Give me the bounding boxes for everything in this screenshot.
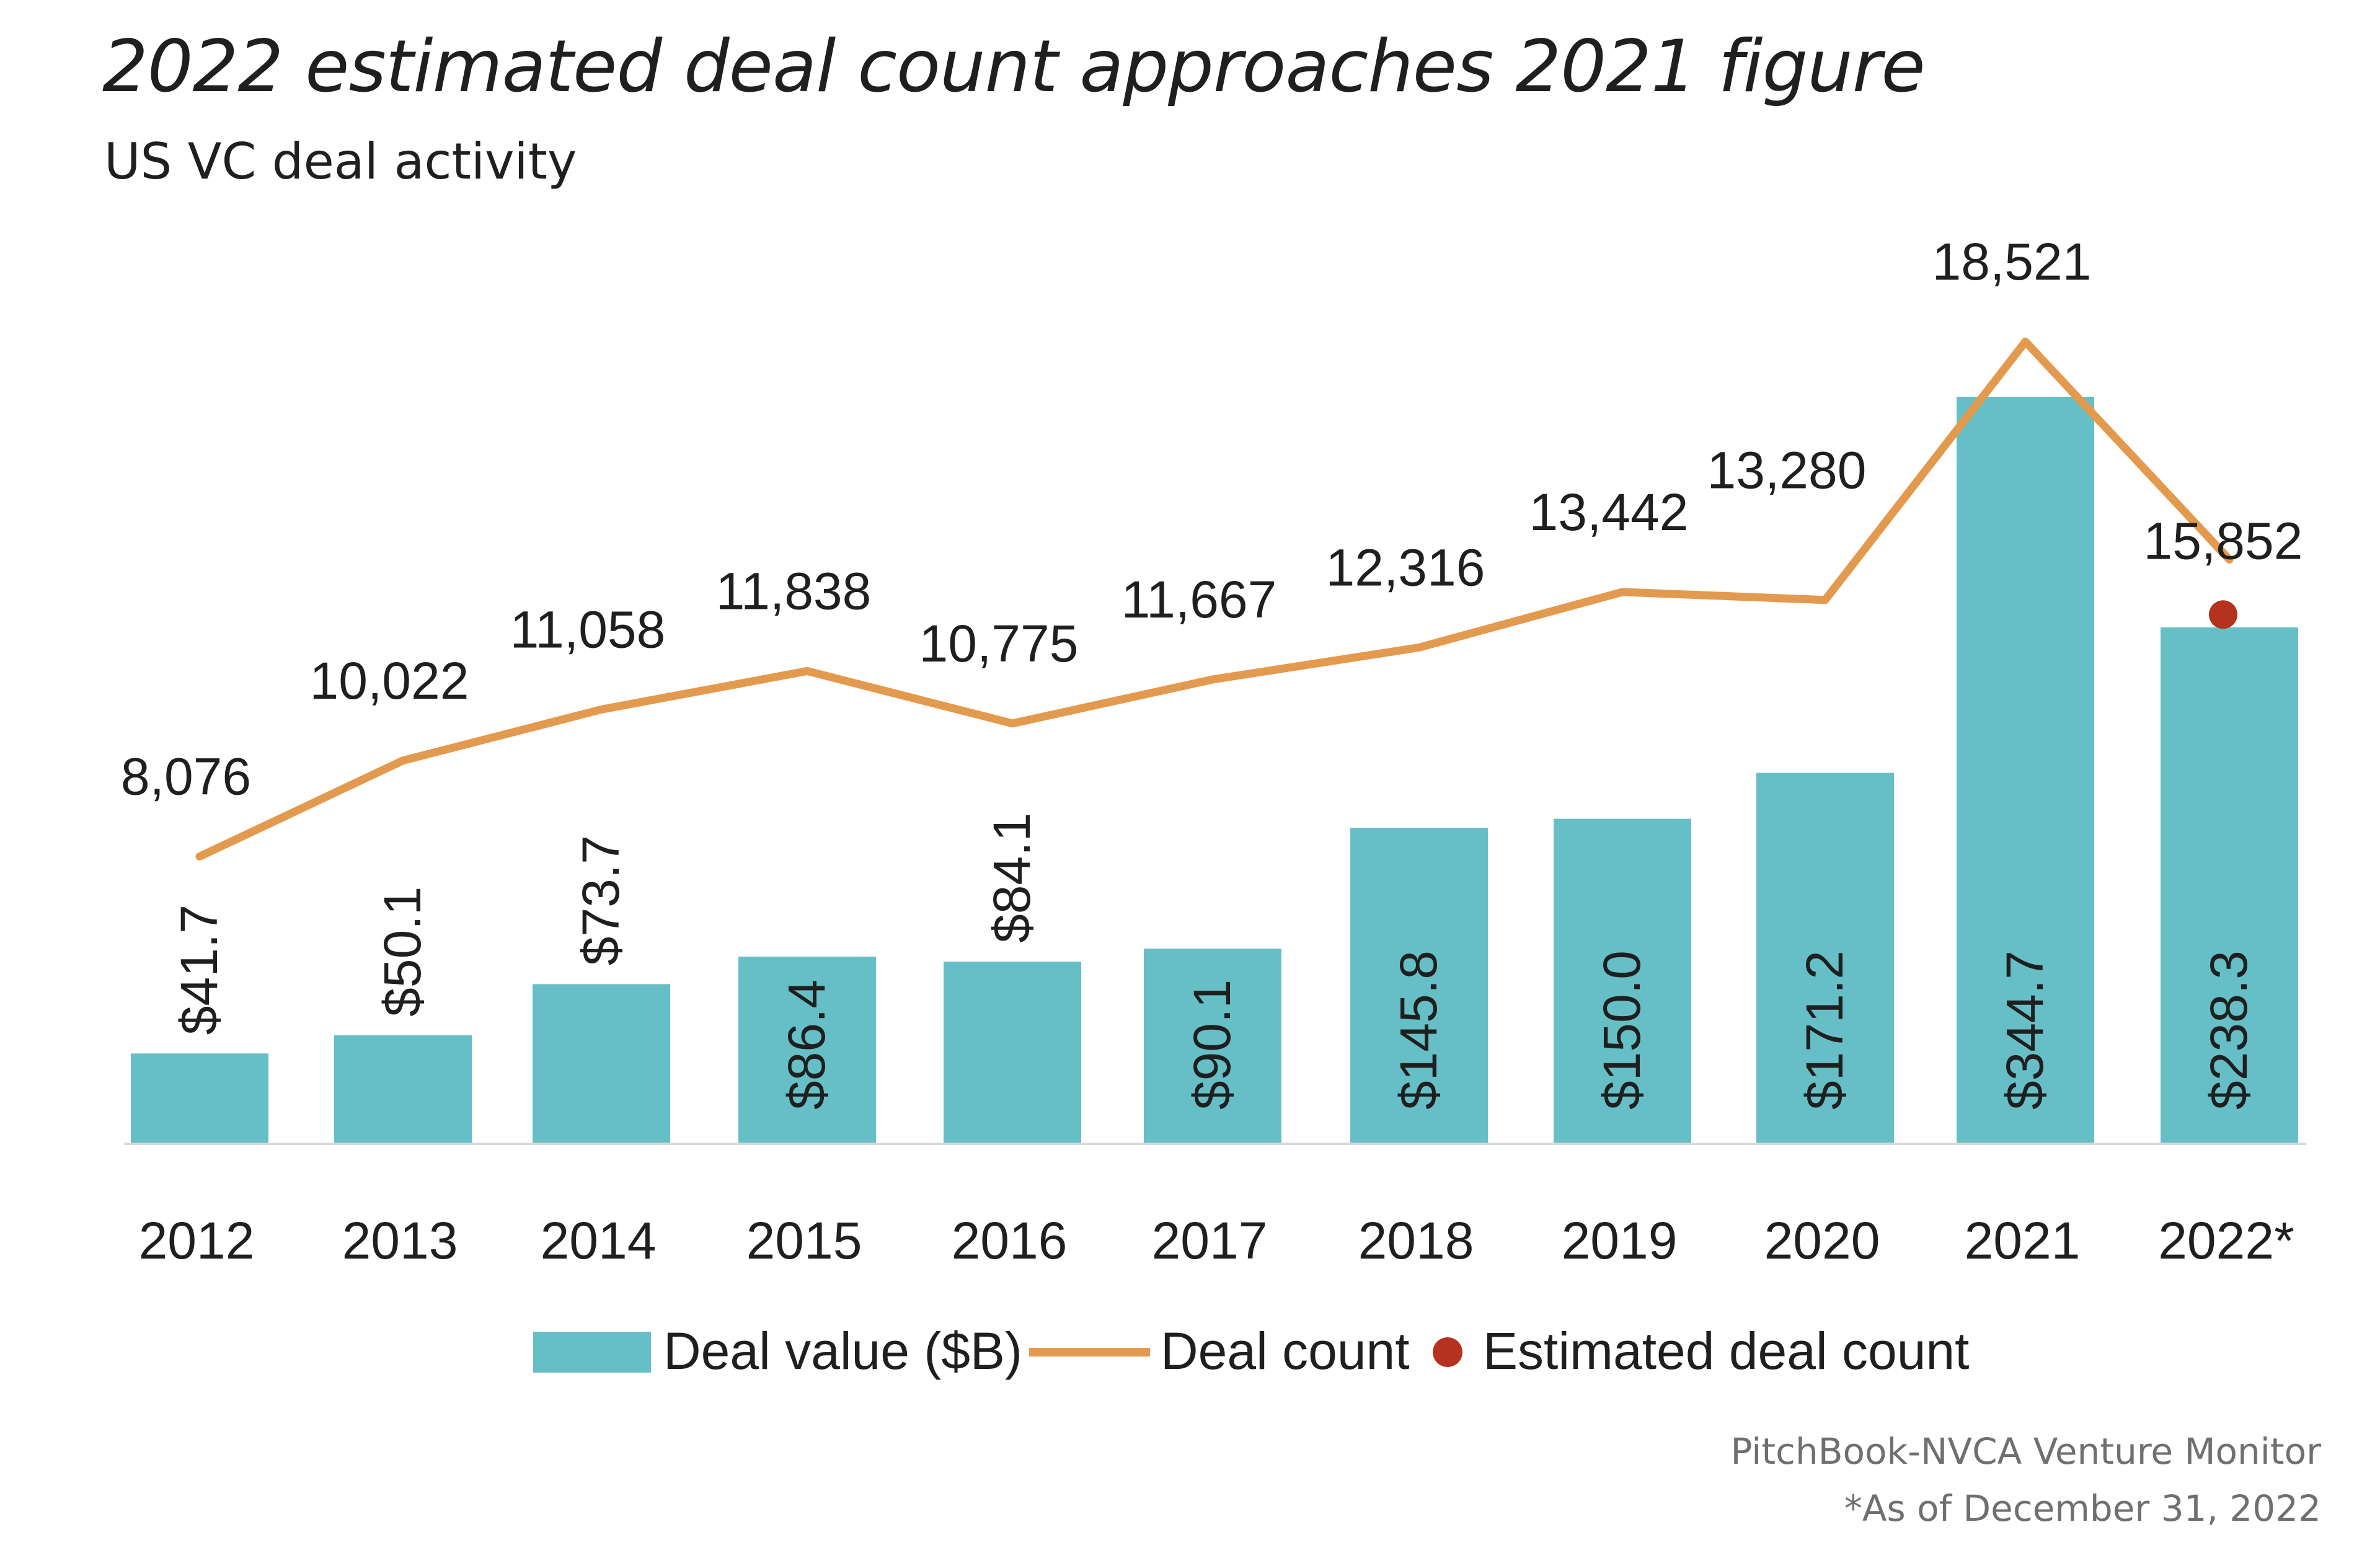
estimated-deal-count-marker bbox=[2209, 600, 2237, 629]
bar-2012 bbox=[131, 1053, 268, 1144]
deal-count-label-2020: 13,280 bbox=[1707, 441, 1867, 500]
legend-swatch-estimated-deal-count bbox=[1433, 1337, 1462, 1367]
legend: Deal value ($B) Deal count Estimated dea… bbox=[533, 1322, 1969, 1380]
footnote-text: *As of December 31, 2022 bbox=[1844, 1487, 2321, 1529]
legend-swatch-deal-value bbox=[533, 1332, 651, 1373]
bar-value-label-2020: $171.2 bbox=[1795, 950, 1854, 1110]
chart-title: 2022 estimated deal count approaches 202… bbox=[102, 25, 1926, 108]
x-tick-label-2012: 2012 bbox=[139, 1211, 255, 1270]
bar-value-label-2014: $73.7 bbox=[572, 835, 630, 965]
x-tick-label-2015: 2015 bbox=[746, 1211, 862, 1270]
source-text: PitchBook-NVCA Venture Monitor bbox=[1730, 1430, 2321, 1472]
bar-value-label-2012: $41.7 bbox=[170, 905, 228, 1035]
deal-count-polyline bbox=[195, 337, 2234, 861]
bar-value-label-2017: $90.1 bbox=[1183, 980, 1241, 1110]
legend-label-estimated-deal-count: Estimated deal count bbox=[1483, 1322, 1969, 1380]
bar-2015 bbox=[738, 956, 876, 1144]
x-tick-label-2014: 2014 bbox=[541, 1211, 657, 1270]
deal-value-bars: $41.7 $50.1 $73.7 $86.4 $84.1 $90.1 $145.8 $150… bbox=[131, 397, 2298, 1144]
bar-2020 bbox=[1756, 772, 1894, 1144]
x-tick-label-2018: 2018 bbox=[1358, 1211, 1474, 1270]
deal-count-label-2017: 11,667 bbox=[1121, 570, 1277, 629]
deal-count-label-2019: 13,442 bbox=[1529, 483, 1689, 541]
deal-count-label-2021: 18,521 bbox=[1932, 232, 2092, 291]
x-tick-label-2019: 2019 bbox=[1562, 1211, 1678, 1270]
chart-subtitle: US VC deal activity bbox=[104, 133, 577, 190]
deal-count-label-2015: 11,838 bbox=[716, 562, 872, 620]
bar-2021 bbox=[1957, 397, 2094, 1144]
estimated-deal-count-label: 15,852 bbox=[2144, 511, 2303, 570]
x-tick-label-2017: 2017 bbox=[1152, 1211, 1268, 1270]
bar-value-label-2016: $84.1 bbox=[983, 813, 1041, 943]
bar-value-label-2022: $238.3 bbox=[2200, 950, 2258, 1110]
bar-value-label-2019: $150.0 bbox=[1593, 950, 1651, 1110]
bar-value-label-2013: $50.1 bbox=[373, 887, 431, 1017]
bar-2022 bbox=[2161, 627, 2298, 1144]
bar-2013 bbox=[334, 1035, 472, 1144]
legend-label-deal-count: Deal count bbox=[1161, 1322, 1410, 1380]
source-note: PitchBook-NVCA Venture Monitor *As of De… bbox=[1731, 1423, 2321, 1537]
deal-count-label-2014: 11,058 bbox=[510, 600, 666, 658]
deal-count-line: 8,076 10,022 11,058 11,838 10,775 11,667 12,31… bbox=[121, 232, 2303, 861]
legend-label-deal-value: Deal value ($B) bbox=[663, 1322, 1022, 1380]
bar-value-label-2018: $145.8 bbox=[1389, 950, 1448, 1110]
x-tick-label-2021: 2021 bbox=[1965, 1211, 2081, 1270]
bar-2017 bbox=[1144, 949, 1281, 1144]
x-tick-label-2016: 2016 bbox=[952, 1211, 1068, 1270]
deal-count-label-2016: 10,775 bbox=[919, 614, 1079, 673]
bar-2014 bbox=[533, 984, 670, 1144]
x-tick-label-2013: 2013 bbox=[342, 1211, 458, 1270]
deal-count-label-2018: 12,316 bbox=[1326, 538, 1485, 596]
bar-value-label-2021: $344.7 bbox=[1996, 950, 2054, 1110]
x-tick-label-2020: 2020 bbox=[1764, 1211, 1880, 1270]
bar-2019 bbox=[1554, 818, 1691, 1144]
x-axis-tick-labels: 2012 2013 2014 2015 2016 2017 2018 2019 2020 2021… bbox=[139, 1211, 2294, 1270]
bar-2016 bbox=[944, 962, 1081, 1144]
deal-count-label-2013: 10,022 bbox=[310, 652, 469, 710]
bar-2018 bbox=[1350, 828, 1488, 1144]
bar-value-label-2015: $86.4 bbox=[777, 980, 836, 1110]
deal-count-label-2012: 8,076 bbox=[121, 747, 251, 805]
x-tick-label-2022: 2022* bbox=[2158, 1211, 2294, 1270]
